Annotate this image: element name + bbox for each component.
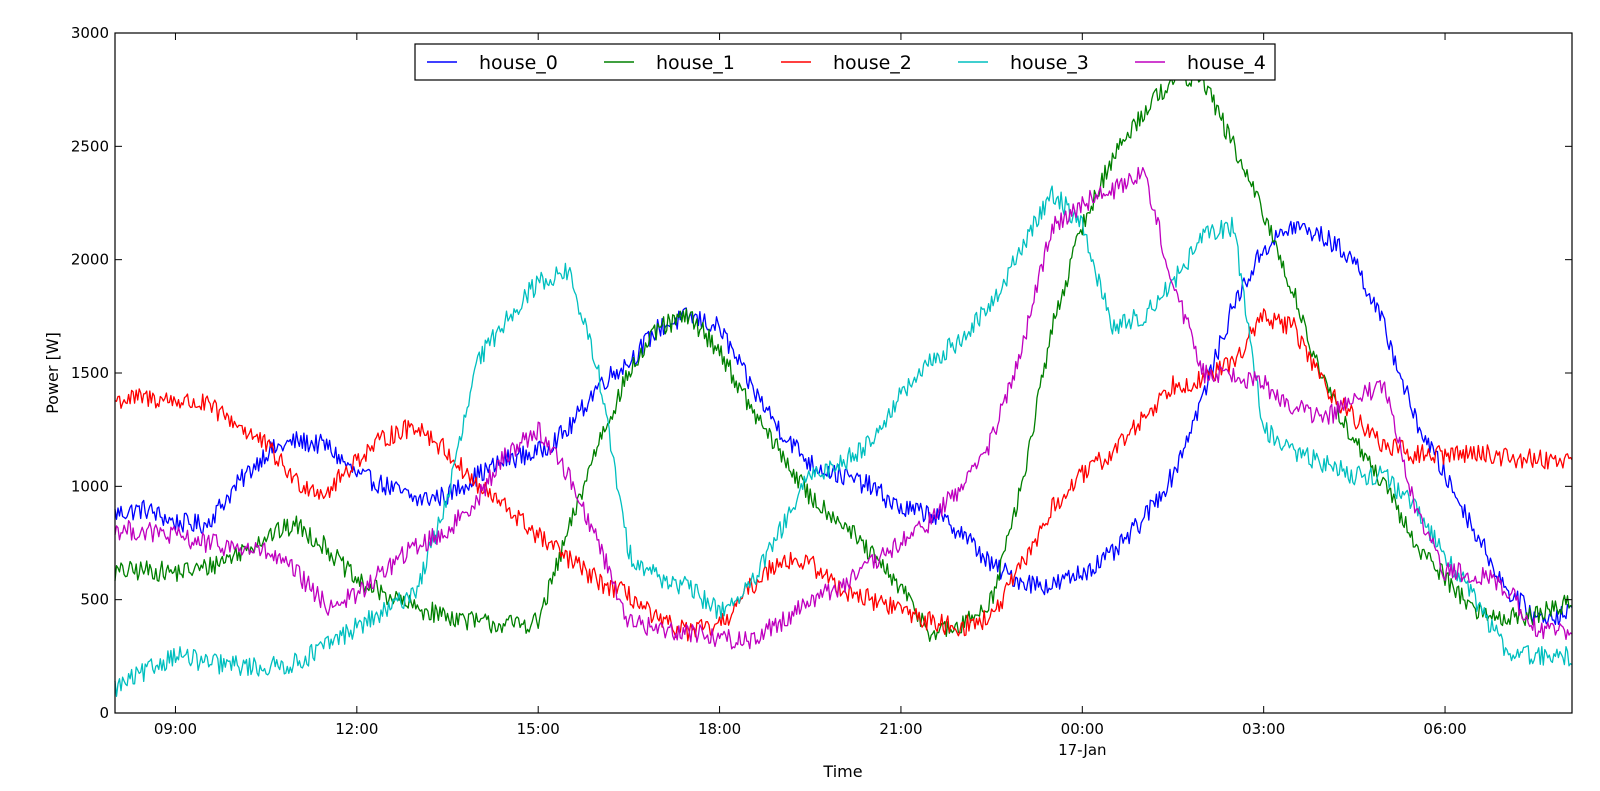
axes-layer: 0 500 1000 1500 2000 2500 3000 09:00 12:00 15:00 1… bbox=[71, 24, 1572, 759]
x-tick-label: 18:00 bbox=[698, 720, 741, 738]
x-tick-label: 00:00 bbox=[1061, 720, 1104, 738]
x-tick-sublabel: 17-Jan bbox=[1058, 741, 1106, 759]
x-tick-label: 15:00 bbox=[517, 720, 560, 738]
x-tick-label: 06:00 bbox=[1423, 720, 1466, 738]
series-line-house_0 bbox=[114, 220, 1573, 626]
plot-frame bbox=[114, 32, 1573, 714]
series-line-house_1 bbox=[114, 68, 1573, 642]
legend-label-house_2: house_2 bbox=[833, 52, 912, 74]
y-axis-label: Power [W] bbox=[43, 332, 62, 414]
x-tick-label: 12:00 bbox=[335, 720, 378, 738]
y-tick-label: 1500 bbox=[71, 364, 109, 382]
legend-label-house_1: house_1 bbox=[656, 52, 735, 74]
x-tick-label: 09:00 bbox=[154, 720, 197, 738]
series-line-house_4 bbox=[114, 166, 1573, 650]
y-tick-label: 500 bbox=[80, 591, 109, 609]
series-layer bbox=[114, 68, 1573, 697]
y-tick-label: 3000 bbox=[71, 24, 109, 42]
y-tick-label: 0 bbox=[99, 704, 109, 722]
legend-label-house_0: house_0 bbox=[479, 52, 558, 74]
legend: house_0 house_1 house_2 house_3 house_4 bbox=[414, 43, 1276, 81]
x-tick-label: 03:00 bbox=[1242, 720, 1285, 738]
legend-label-house_4: house_4 bbox=[1187, 52, 1266, 74]
series-line-house_3 bbox=[114, 185, 1573, 697]
x-axis-label: Time bbox=[822, 762, 862, 781]
y-tick-label: 2000 bbox=[71, 251, 109, 269]
legend-frame bbox=[414, 43, 1276, 81]
legend-label-house_3: house_3 bbox=[1010, 52, 1089, 74]
series-line-house_2 bbox=[114, 308, 1573, 642]
y-tick-label: 1000 bbox=[71, 477, 109, 495]
y-tick-label: 2500 bbox=[71, 137, 109, 155]
x-tick-label: 21:00 bbox=[879, 720, 922, 738]
